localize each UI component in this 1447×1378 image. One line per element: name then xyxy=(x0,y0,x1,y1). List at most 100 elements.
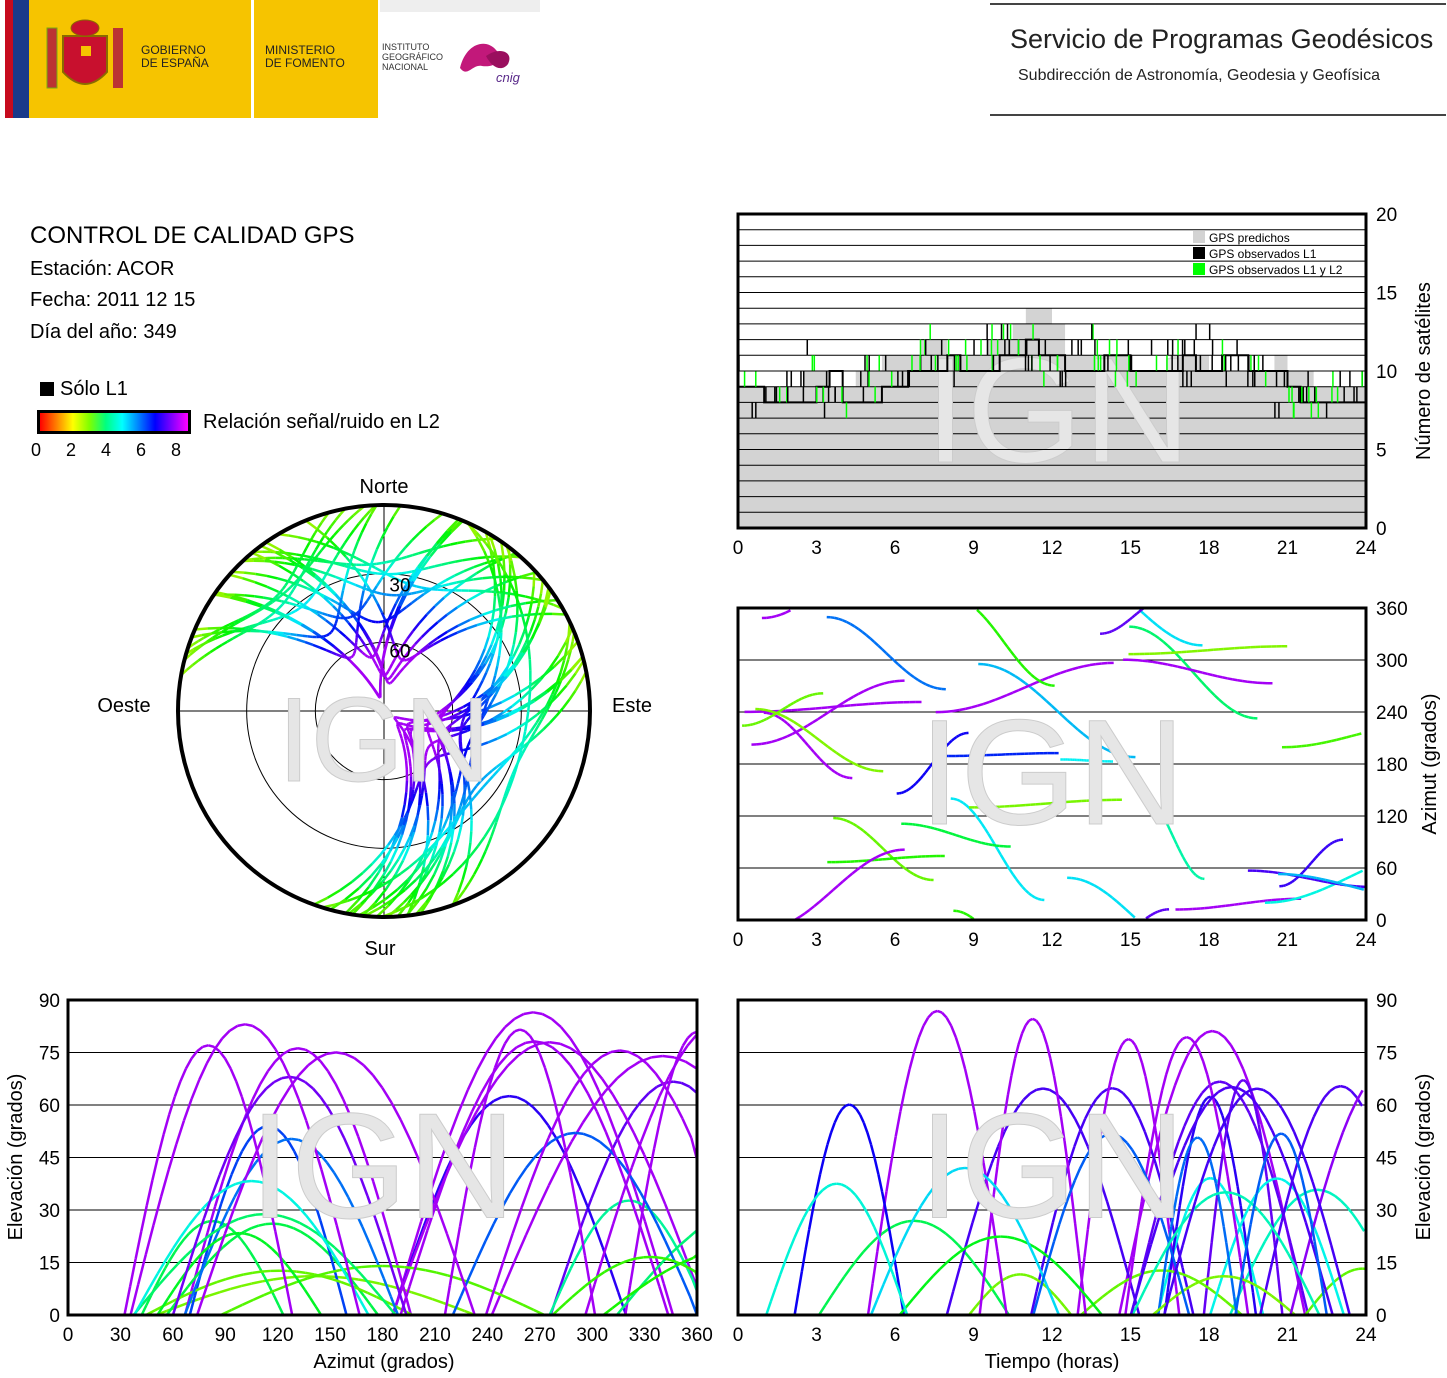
track-segment xyxy=(1013,1044,1020,1059)
track-segment xyxy=(230,1284,242,1291)
track-segment xyxy=(1348,1101,1358,1117)
track-segment xyxy=(1210,1176,1215,1181)
track-segment xyxy=(793,720,799,726)
track-segment xyxy=(1175,1182,1181,1197)
track-segment xyxy=(507,779,512,786)
track-segment xyxy=(1019,678,1027,685)
legend-entry: GPS observados L1 y L2 xyxy=(1209,263,1343,277)
track-segment xyxy=(342,578,350,584)
track-segment xyxy=(1172,1226,1178,1248)
track-segment xyxy=(275,631,284,635)
track-segment xyxy=(369,1304,380,1316)
y-tick-label: 45 xyxy=(39,1149,60,1170)
track-segment xyxy=(374,888,388,904)
track-segment xyxy=(472,791,480,799)
x-tick-label: 3 xyxy=(811,538,822,559)
track-segment xyxy=(631,1179,642,1194)
track-segment xyxy=(265,1081,275,1090)
track-segment xyxy=(573,1198,582,1228)
track-segment xyxy=(493,665,499,677)
track-segment xyxy=(826,1132,833,1146)
colorbar-tick: 8 xyxy=(171,440,182,460)
track-segment xyxy=(1009,1274,1014,1278)
track-segment xyxy=(409,567,420,583)
x-tick-label: 150 xyxy=(314,1325,346,1346)
track-segment xyxy=(334,513,342,522)
track-segment xyxy=(1322,880,1328,884)
track-segment xyxy=(459,795,465,807)
track-segment xyxy=(277,1129,285,1137)
track-segment xyxy=(381,649,387,660)
track-segment xyxy=(1096,1295,1104,1303)
track-segment xyxy=(415,728,421,732)
track-segment xyxy=(470,694,477,702)
track-segment xyxy=(497,644,502,656)
track-segment xyxy=(774,1274,782,1289)
track-segment xyxy=(1029,686,1037,693)
track-segment xyxy=(936,1009,943,1014)
track-segment xyxy=(610,1263,619,1270)
track-segment xyxy=(377,1293,388,1306)
track-segment xyxy=(848,759,854,765)
azimuth-time-frame xyxy=(738,659,1366,869)
track-segment xyxy=(340,542,347,550)
track-segment xyxy=(443,1284,452,1316)
track-segment xyxy=(637,1055,648,1065)
track-segment xyxy=(466,781,471,791)
track-segment xyxy=(415,724,420,729)
track-segment xyxy=(784,705,789,709)
track-segment xyxy=(167,1096,176,1115)
track-segment xyxy=(430,1185,441,1207)
track-segment xyxy=(812,692,816,696)
track-segment xyxy=(211,1191,221,1200)
track-segment xyxy=(380,611,387,622)
track-segment xyxy=(543,586,550,606)
track-segment xyxy=(1250,1097,1260,1108)
track-segment xyxy=(1298,1167,1304,1181)
track-segment xyxy=(400,593,407,597)
track-segment xyxy=(332,1171,343,1185)
track-segment xyxy=(1200,1197,1208,1204)
track-segment xyxy=(1152,799,1157,804)
track-segment xyxy=(520,1182,532,1208)
track-segment xyxy=(1258,1184,1265,1192)
track-segment xyxy=(908,1051,916,1070)
track-segment xyxy=(1130,1039,1137,1046)
track-segment xyxy=(1073,1167,1082,1181)
track-segment xyxy=(319,1096,330,1110)
track-segment xyxy=(822,742,829,748)
track-segment xyxy=(1137,1052,1144,1064)
track-segment xyxy=(241,1108,252,1123)
track-segment xyxy=(1330,879,1336,884)
doy-label: Día del año: 349 xyxy=(30,321,177,343)
track-segment xyxy=(334,899,349,906)
track-segment xyxy=(223,1207,236,1235)
track-segment xyxy=(469,831,473,843)
track-segment xyxy=(408,825,416,838)
track-segment xyxy=(225,1275,236,1281)
track-segment xyxy=(1029,1088,1038,1095)
track-segment xyxy=(403,751,408,761)
track-segment xyxy=(821,706,828,710)
track-segment xyxy=(326,633,330,637)
track-segment xyxy=(1146,792,1150,797)
track-segment xyxy=(982,615,989,622)
track-segment xyxy=(481,671,488,682)
track-segment xyxy=(988,1285,998,1297)
track-segment xyxy=(276,591,282,596)
track-segment xyxy=(414,1267,427,1272)
track-segment xyxy=(412,568,423,582)
track-segment xyxy=(1319,1277,1325,1297)
track-segment xyxy=(482,576,492,580)
track-segment xyxy=(553,1102,562,1125)
track-segment xyxy=(1131,1301,1140,1316)
track-segment xyxy=(1175,1291,1182,1297)
track-segment xyxy=(491,675,497,686)
track-segment xyxy=(1246,1224,1252,1242)
track-segment xyxy=(1334,1194,1342,1202)
track-segment xyxy=(897,663,903,669)
track-segment xyxy=(1232,678,1238,682)
track-segment xyxy=(398,656,402,660)
track-segment xyxy=(229,596,247,603)
x-tick-label: 3 xyxy=(811,1325,822,1346)
